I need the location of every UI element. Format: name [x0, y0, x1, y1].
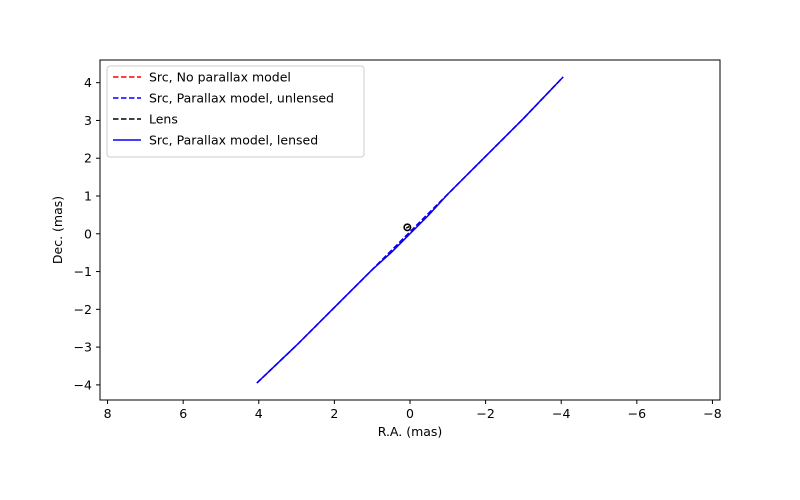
legend: Src, No parallax model Src, Parallax mode…	[106, 65, 365, 158]
plot-area	[256, 76, 564, 384]
x-tick-label: −4	[552, 406, 570, 421]
y-tick-label: 3	[84, 113, 92, 128]
y-tick-label: −1	[74, 264, 92, 279]
x-tick-label: −8	[703, 406, 721, 421]
ticks: 8 6 4 2 0 −2 −4 −6 −8 −4 −3 −2 −1 0 1 2 3 4	[74, 75, 722, 421]
x-axis-label: R.A. (mas)	[378, 424, 443, 439]
axes-frame	[99, 59, 721, 401]
x-tick-label: −2	[476, 406, 494, 421]
y-tick-label: −3	[74, 340, 92, 355]
legend-label-3: Src, Parallax model, lensed	[149, 133, 318, 148]
legend-label-1: Src, Parallax model, unlensed	[149, 91, 334, 106]
y-axis-label: Dec. (mas)	[50, 196, 65, 264]
x-tick-label: 2	[330, 406, 338, 421]
legend-label-0: Src, No parallax model	[149, 70, 291, 85]
y-tick-label: 0	[84, 226, 92, 241]
legend-label-2: Lens	[149, 112, 178, 127]
x-tick-label: 8	[104, 406, 112, 421]
x-tick-label: 0	[406, 406, 414, 421]
legend-box	[106, 65, 365, 158]
y-tick-label: −4	[74, 377, 92, 392]
lens-marker	[403, 223, 412, 232]
y-tick-label: −2	[74, 302, 92, 317]
y-tick-label: 4	[84, 75, 92, 90]
y-tick-label: 2	[84, 151, 92, 166]
x-tick-label: 4	[255, 406, 263, 421]
x-tick-label: 6	[179, 406, 187, 421]
y-tick-label: 1	[84, 189, 92, 204]
x-tick-label: −6	[628, 406, 646, 421]
series-line-2	[405, 225, 410, 229]
series-line-3	[256, 76, 564, 384]
